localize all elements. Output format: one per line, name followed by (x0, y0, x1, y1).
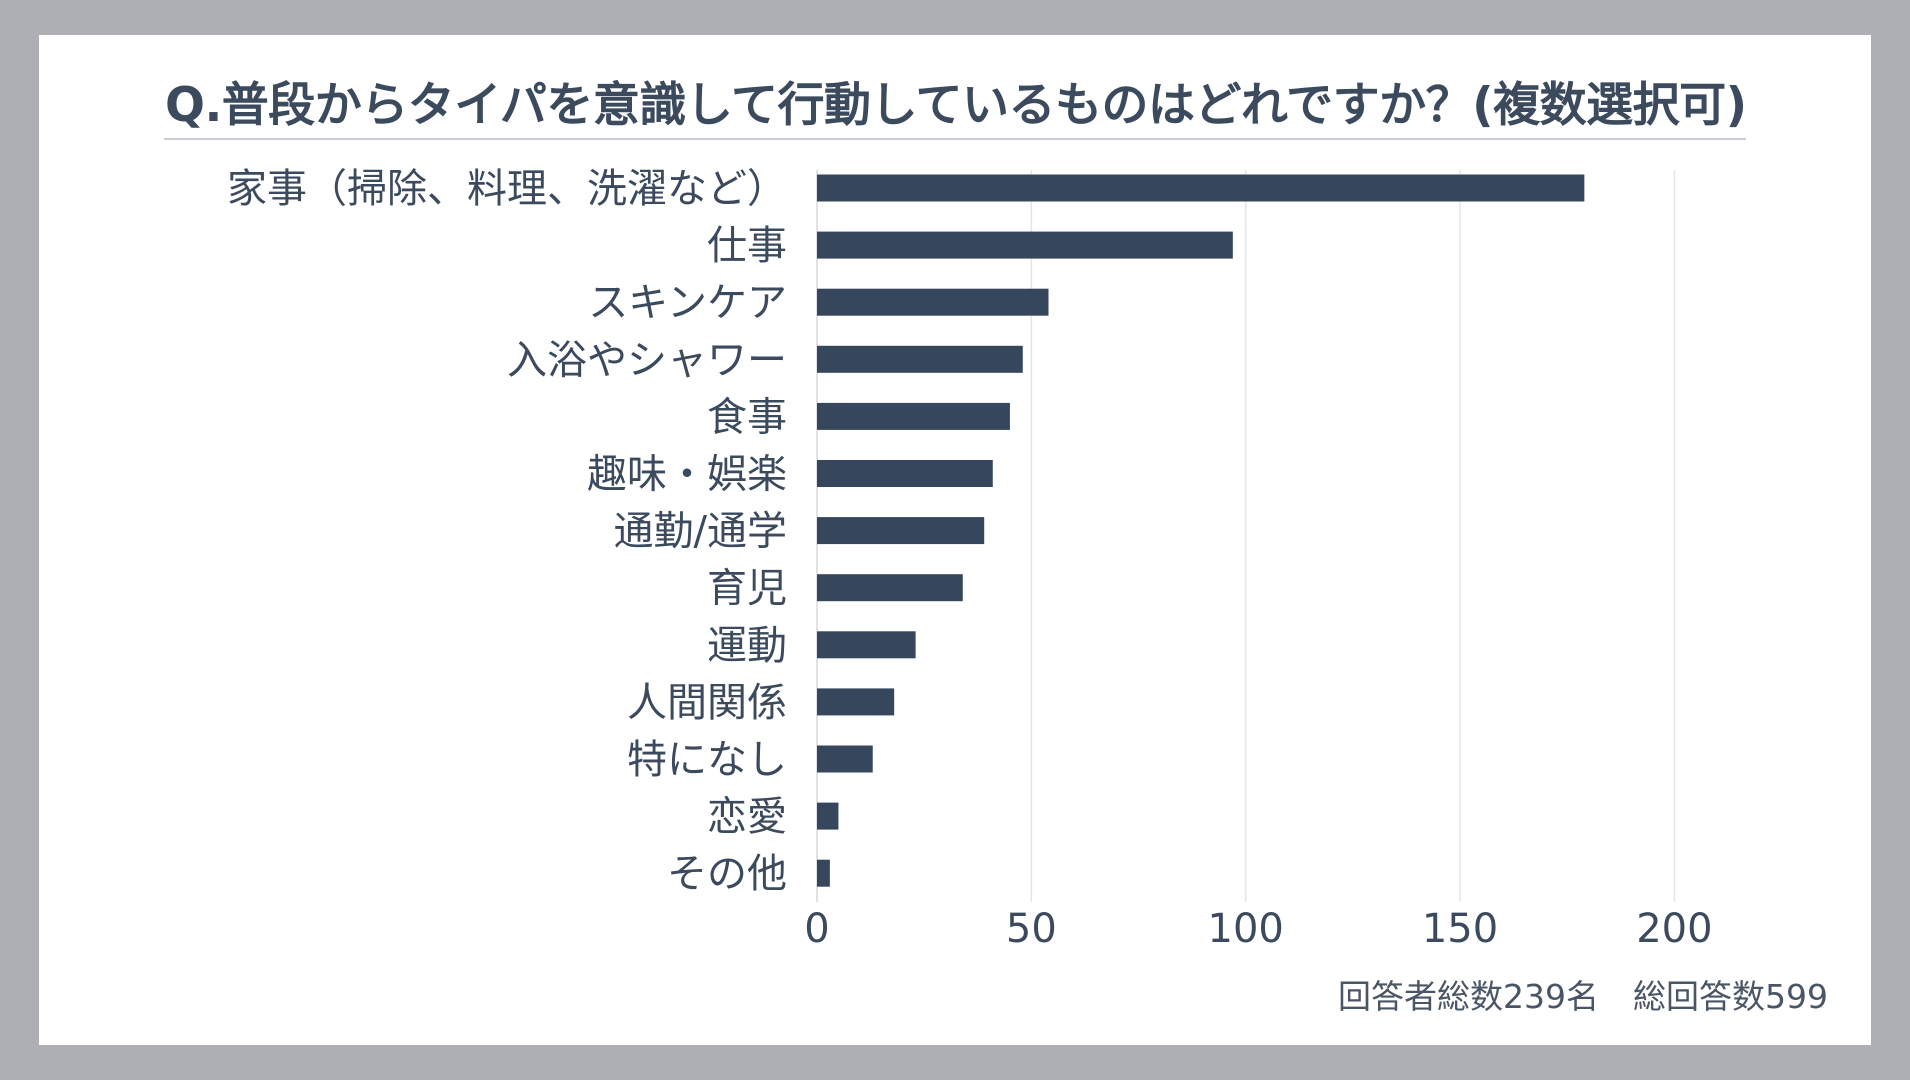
x-axis-ticks: 0 50 100 150 200 (804, 906, 1712, 952)
category-label: 育児 (707, 566, 787, 612)
category-labels: 家事（掃除、料理、洗濯など） 仕事スキンケア入浴やシャワー食事趣味・娯楽通勤/通学… (227, 166, 787, 897)
category-label: 仕事 (707, 223, 787, 269)
category-label: 通勤/通学 (614, 509, 787, 555)
category-label: 恋愛 (707, 794, 787, 840)
bar (817, 402, 1010, 430)
category-label: 運動 (707, 623, 787, 669)
bar (817, 345, 1023, 373)
bar (817, 174, 1585, 202)
category-label: 入浴やシャワー (507, 337, 787, 383)
footer-note: 回答者総数239名 総回答数599 (1338, 970, 1828, 1018)
bars (817, 174, 1585, 887)
bar (817, 802, 839, 830)
bar (817, 574, 963, 602)
bar (817, 859, 830, 887)
category-label: 家事（掃除、料理、洗濯など） (227, 166, 787, 212)
x-tick-label: 50 (1006, 906, 1057, 952)
bar (817, 631, 916, 659)
bar (817, 745, 873, 773)
category-label: 特になし (627, 737, 787, 783)
respondents-count: 回答者総数239名 (1338, 977, 1599, 1016)
category-label: 食事 (707, 394, 787, 440)
title-divider (164, 138, 1746, 140)
category-label: 人間関係 (627, 680, 787, 726)
total-answers-count: 総回答数599 (1633, 977, 1828, 1016)
x-tick-label: 200 (1636, 906, 1712, 952)
x-tick-label: 150 (1422, 906, 1498, 952)
bar (817, 231, 1233, 259)
chart-title: Q.普段からタイパを意識して行動しているものはどれですか？(複数選択可) (165, 78, 1747, 133)
bar (817, 688, 895, 716)
x-tick-label: 100 (1208, 906, 1284, 952)
bar (817, 460, 993, 487)
category-label: その他 (667, 851, 787, 897)
x-tick-label: 0 (804, 906, 829, 952)
bar (817, 288, 1049, 316)
category-label: スキンケア (588, 280, 787, 326)
category-label: 趣味・娯楽 (587, 452, 787, 498)
bar (817, 517, 985, 545)
